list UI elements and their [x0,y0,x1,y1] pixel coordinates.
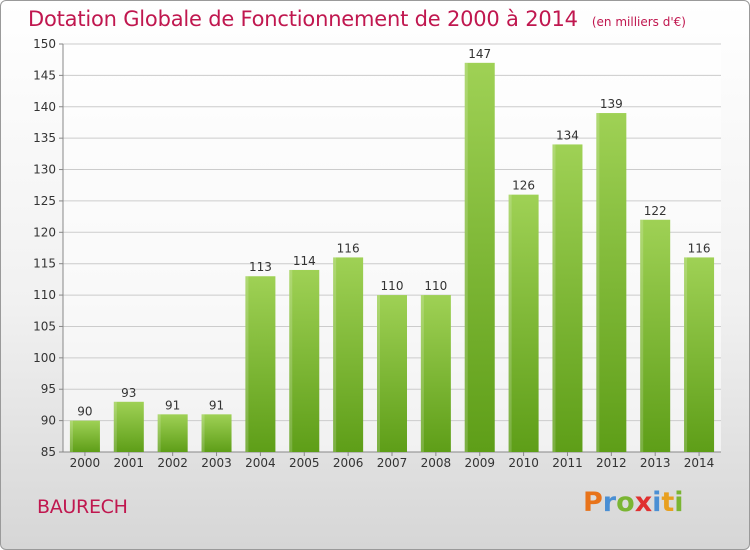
bar-value-label: 126 [512,179,535,193]
bar-highlight [69,420,73,452]
bar-value-label: 122 [644,204,667,218]
bar-value-label: 91 [165,398,180,412]
bar [596,113,627,453]
x-tick-label: 2003 [201,456,232,470]
y-tick-label: 105 [33,319,56,333]
bar-highlight [508,194,512,452]
bar-highlight [377,295,380,452]
bar-value-label: 93 [121,386,136,400]
y-tick-label: 130 [33,163,56,177]
bar-value-label: 113 [249,260,272,274]
bar [157,414,188,452]
bar-highlight [596,113,600,453]
logo-letter: x [634,487,653,518]
bar-value-label: 147 [468,47,491,61]
bar-highlight [684,257,688,452]
y-tick-label: 125 [33,194,56,208]
x-tick-label: 2008 [421,456,452,470]
bar-highlight [420,295,424,452]
bar-value-label: 139 [600,97,623,111]
bar-value-label: 110 [381,279,404,293]
bar-highlight [640,219,644,452]
bar-highlight [552,144,556,452]
bar-value-label: 116 [337,241,360,255]
logo-letter: o [616,487,635,518]
logo-letter: r [602,487,617,518]
chart-subtitle: (en milliers d'€) [591,15,686,29]
x-tick-label: 2007 [377,456,408,470]
bar [289,269,320,452]
logo-letter: i [652,487,662,518]
logo-letter: P [583,487,603,518]
bar [245,276,276,452]
bar-highlight [245,276,249,452]
y-tick-label: 90 [41,414,56,428]
y-tick-label: 140 [33,100,56,114]
bar-highlight [113,401,117,452]
proxiti-logo: Proxiti [583,487,684,518]
bar-value-label: 116 [688,241,711,255]
x-tick-label: 2006 [333,456,364,470]
bar [464,62,495,452]
bar [420,295,451,452]
x-tick-label: 2014 [684,456,715,470]
bar-highlight [157,414,161,452]
bar-highlight [464,62,468,452]
x-tick-label: 2013 [640,456,671,470]
bar-value-label: 114 [293,254,316,268]
y-tick-label: 110 [33,288,56,302]
bar-highlight [333,257,337,452]
bar [113,401,144,452]
bar-value-label: 134 [556,128,579,142]
bar [684,257,715,452]
x-tick-label: 2001 [114,456,145,470]
bar [333,257,364,452]
x-tick-label: 2005 [289,456,320,470]
bar-value-label: 90 [77,405,92,419]
x-tick-label: 2004 [245,456,276,470]
x-tick-label: 2012 [596,456,627,470]
y-tick-label: 115 [33,257,56,271]
bar [552,144,583,452]
bar [201,414,232,452]
x-tick-label: 2011 [552,456,583,470]
y-tick-label: 145 [33,68,56,82]
bar [377,295,407,452]
y-tick-label: 85 [41,445,56,459]
x-tick-label: 2009 [464,456,495,470]
y-tick-label: 95 [41,382,56,396]
bar [69,420,100,452]
title-block: Dotation Globale de Fonctionnement de 20… [28,7,686,31]
bar-value-label: 110 [424,279,447,293]
bar-value-label: 91 [209,398,224,412]
bar [640,219,671,452]
logo-letter: i [674,487,684,518]
y-tick-label: 120 [33,225,56,239]
chart-title: Dotation Globale de Fonctionnement de 20… [28,7,578,31]
commune-name: BAURECH [37,496,128,518]
y-tick-label: 135 [33,131,56,145]
x-tick-label: 2010 [508,456,539,470]
y-tick-label: 150 [33,37,56,51]
bar-highlight [289,269,293,452]
y-tick-label: 100 [33,351,56,365]
logo-letter: t [661,487,675,518]
bar-highlight [201,414,205,452]
x-tick-label: 2000 [70,456,101,470]
x-tick-label: 2002 [157,456,188,470]
bar [508,194,539,452]
